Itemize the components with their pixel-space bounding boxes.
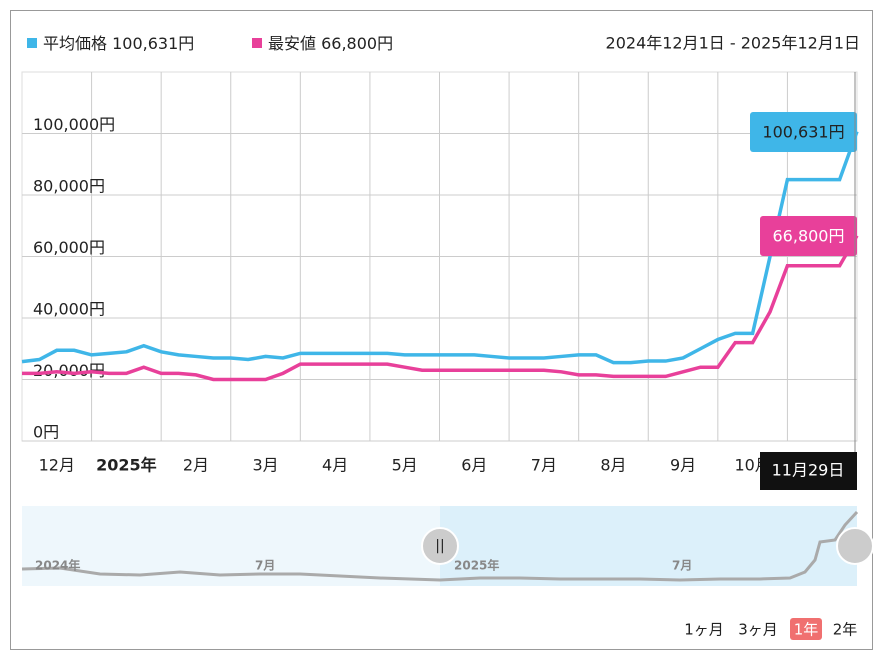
- x-tick-label: 3月: [252, 456, 278, 475]
- range-button-bg: [790, 618, 822, 640]
- x-tick-label: 7月: [531, 456, 557, 475]
- tooltip: [760, 452, 857, 490]
- navigator-handle[interactable]: [836, 527, 874, 565]
- series-line: [22, 234, 859, 382]
- x-tick-label: 9月: [670, 456, 696, 475]
- legend-swatch: [252, 38, 262, 48]
- price-callout: [750, 112, 857, 152]
- navigator-line: [21, 510, 859, 582]
- y-tick-label: 80,000円: [33, 177, 105, 196]
- legend-entry: 最安値 66,800円: [268, 34, 393, 53]
- range-button[interactable]: 3ヶ月: [738, 621, 778, 639]
- x-tick-label: 2025年: [96, 456, 157, 475]
- price-callout-label: 100,631円: [762, 123, 844, 142]
- x-tick-label: 6月: [461, 456, 487, 475]
- price-callout: [760, 216, 857, 256]
- x-tick-label: 4月: [322, 456, 348, 475]
- legend-name: 最安値: [268, 34, 316, 53]
- navigator-selection[interactable]: [440, 506, 857, 586]
- y-tick-label: 0円: [33, 423, 59, 442]
- range-button[interactable]: 1ヶ月: [684, 621, 724, 639]
- date-range: 2024年12月1日 - 2025年12月1日: [606, 34, 860, 53]
- navigator-label: 7月: [672, 559, 692, 573]
- navigator-handle[interactable]: [421, 527, 459, 565]
- y-tick-label: 100,000円: [33, 115, 115, 134]
- legend-value: 66,800円: [321, 34, 393, 53]
- legend-swatch: [27, 38, 37, 48]
- y-tick-label: 40,000円: [33, 300, 105, 319]
- legend-value: 100,631円: [112, 34, 194, 53]
- price-callout-label: 66,800円: [773, 227, 845, 246]
- x-tick-label: 12月: [39, 456, 75, 475]
- y-tick-label: 60,000円: [33, 238, 105, 257]
- navigator-label: 7月: [255, 559, 275, 573]
- series-line: [21, 130, 859, 365]
- range-button[interactable]: 2年: [833, 621, 858, 639]
- x-tick-label: 2月: [183, 456, 209, 475]
- navigator-label: 2024年: [35, 558, 80, 573]
- navigator-label: 2025年: [454, 558, 499, 573]
- y-tick-label: 20,000円: [33, 361, 105, 380]
- range-button[interactable]: 1年: [794, 621, 819, 639]
- handle-grip: ||: [435, 538, 444, 554]
- legend-entry: 平均価格 100,631円: [43, 34, 194, 53]
- legend-name: 平均価格: [43, 34, 107, 53]
- tooltip-label: 11月29日: [772, 461, 845, 480]
- x-tick-label: 8月: [600, 456, 626, 475]
- x-tick-label: 5月: [392, 456, 418, 475]
